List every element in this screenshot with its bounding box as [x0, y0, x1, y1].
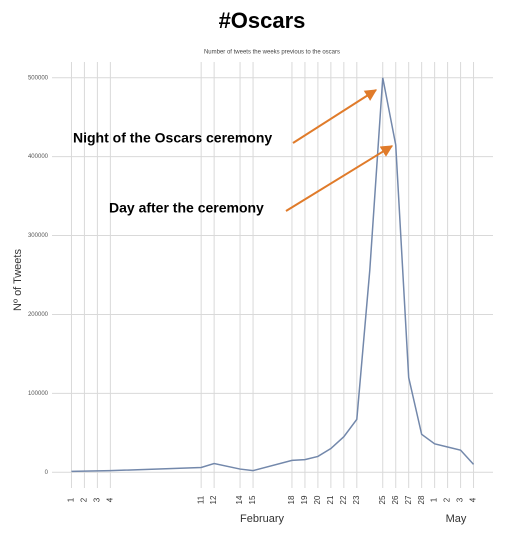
x-tick-label: 2 [443, 497, 452, 502]
x-tick-label: 3 [456, 497, 465, 502]
annotation-arrow [285, 145, 394, 212]
y-tick-label: 400000 [28, 154, 49, 160]
x-tick-label: 15 [248, 495, 257, 504]
x-tick-label: 19 [300, 495, 309, 504]
x-tick-label: 25 [378, 495, 387, 504]
x-tick-label: 2 [80, 497, 89, 502]
y-tick-label: 0 [45, 470, 49, 476]
x-tick-label: 21 [326, 495, 335, 504]
y-axis-label: Nº of Tweets [12, 249, 24, 311]
annotation-arrow [292, 89, 378, 144]
chart-title: #Oscars [219, 8, 306, 33]
annotation: Night of the Oscars ceremony [73, 130, 272, 146]
chart-subtitle: Number of tweets the weeks previous to t… [204, 50, 340, 56]
annotation: Day after the ceremony [109, 200, 264, 216]
x-tick-label: 23 [352, 495, 361, 504]
x-tick-label: 4 [105, 497, 114, 502]
plot-background [52, 62, 493, 488]
x-tick-label: 26 [391, 495, 400, 504]
x-tick-label: 4 [469, 497, 478, 502]
y-tick-label: 100000 [28, 391, 49, 397]
x-tick-label: 12 [209, 495, 218, 504]
x-tick-label: 27 [404, 495, 413, 504]
x-tick-label: 18 [287, 495, 296, 504]
x-tick-label: 20 [313, 495, 322, 504]
y-tick-label: 200000 [28, 312, 49, 318]
x-group-label: February [240, 513, 285, 525]
y-tick-label: 500000 [28, 75, 49, 81]
y-tick-label: 300000 [28, 233, 49, 239]
x-tick-label: 14 [235, 495, 244, 504]
x-tick-label: 22 [339, 495, 348, 504]
x-tick-label: 1 [430, 497, 439, 502]
x-tick-label: 3 [93, 497, 102, 502]
x-tick-label: 11 [196, 495, 205, 504]
data-line [71, 77, 475, 473]
x-tick-label: 28 [417, 495, 426, 504]
x-tick-label: 1 [67, 497, 76, 502]
x-group-label: May [446, 513, 467, 525]
